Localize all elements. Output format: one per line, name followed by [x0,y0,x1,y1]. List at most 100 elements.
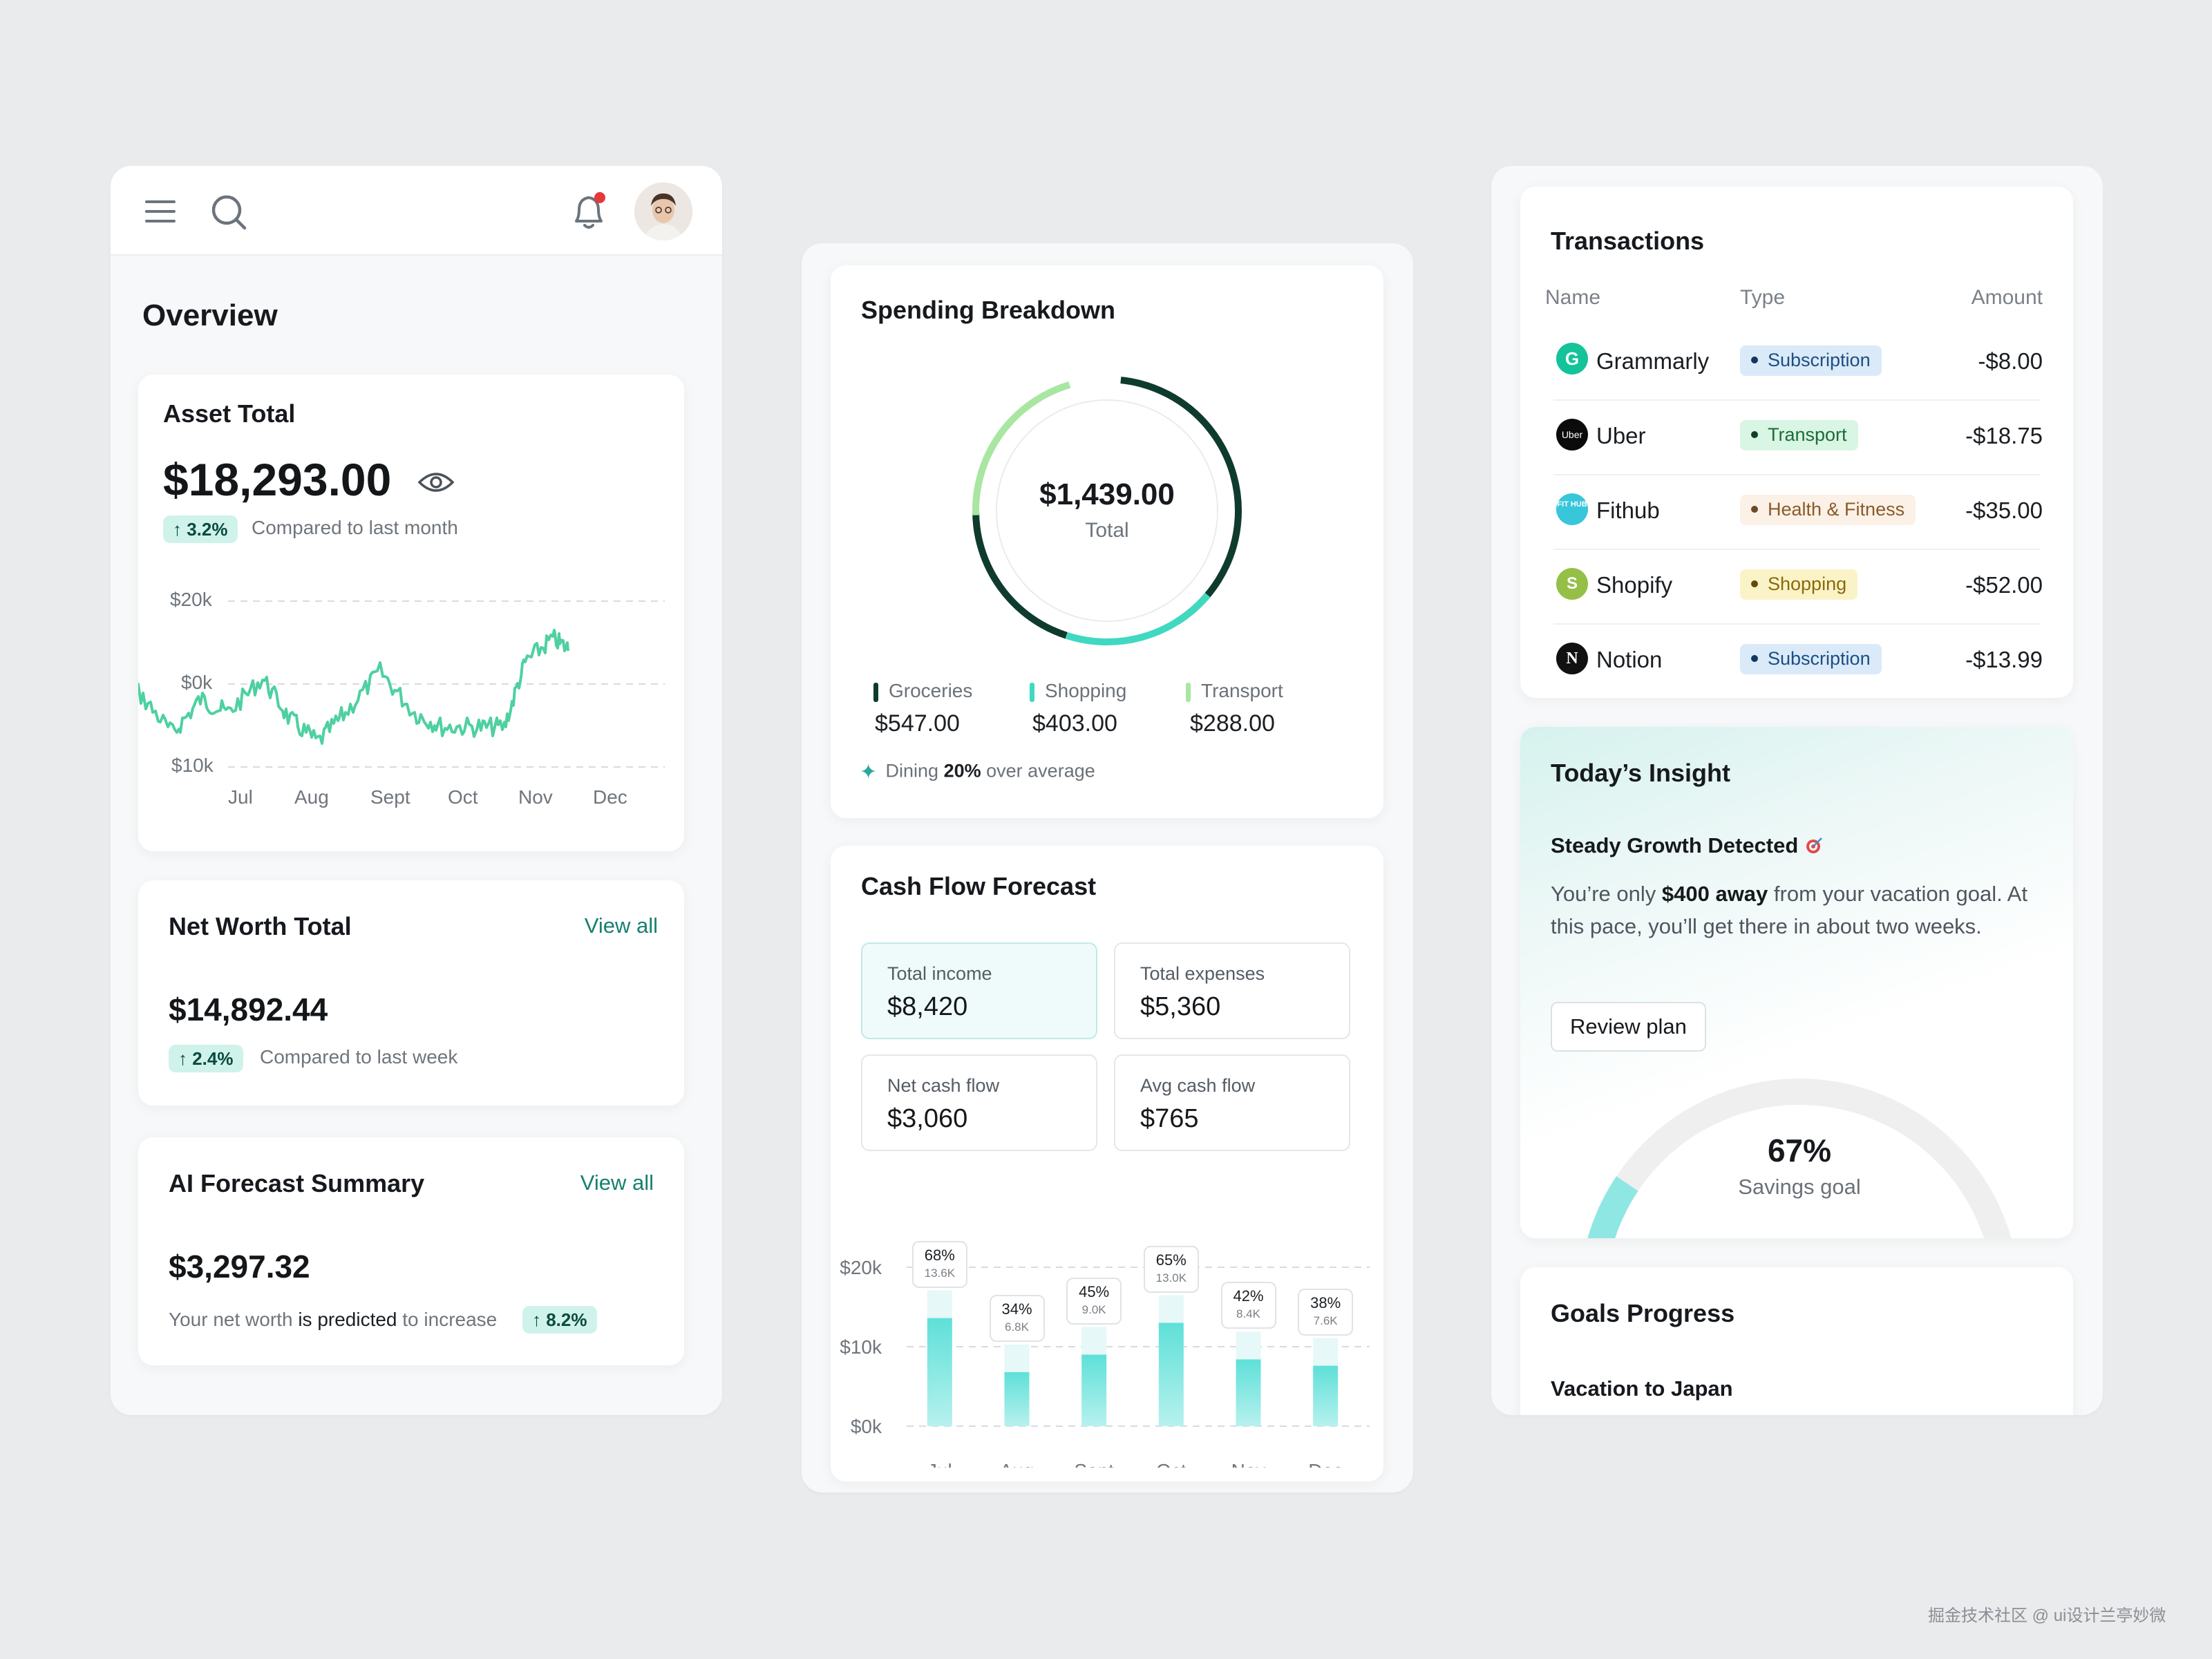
type-label: Transport [1768,424,1847,445]
y-tick-label: $10k [840,1336,882,1358]
x-tick-label: Jul [927,1460,952,1468]
stat-net-cash-flow[interactable]: Net cash flow $3,060 [861,1054,1097,1151]
table-row[interactable]: Uber Uber Transport -$18.75 [1520,401,2073,474]
net-worth-amount: $14,892.44 [169,992,328,1027]
transaction-name: Fithub [1596,497,1660,523]
headline-text: Steady Growth Detected [1551,833,1799,857]
x-tick-label: Oct [1156,1460,1187,1468]
x-tick-label: Dec [593,786,627,808]
bar-chart-svg: $20k $10k $0k Jul Aug Sept Oct Nov Dec [840,1257,1370,1468]
x-tick-label: Nov [1231,1460,1266,1468]
stat-label: Total income [887,963,992,984]
value-label: 13.0K [1155,1271,1187,1284]
sparkle-icon: ✦ [860,761,878,784]
percent-label: 65% [1155,1251,1187,1269]
spending-donut: $1,439.00 Total [962,366,1252,656]
uber-logo-icon: Uber [1556,419,1588,451]
goals-title: Goals Progress [1551,1299,1735,1327]
bar[interactable] [1004,1372,1030,1426]
stat-value: $3,060 [887,1104,968,1133]
legend-label: Groceries [889,680,973,701]
bar-value-callout: 45% 9.0K [1066,1277,1122,1325]
stat-total-expenses[interactable]: Total expenses $5,360 [1114,942,1350,1039]
asset-change-caption: Compared to last month [252,517,458,538]
type-badge: Subscription [1740,345,1882,376]
notion-logo-icon: N [1556,643,1588,674]
target-icon [1804,836,1824,855]
type-label: Health & Fitness [1768,499,1905,520]
stat-value: $765 [1140,1104,1199,1133]
gauge-fill [1587,1176,1638,1238]
type-badge: Subscription [1740,644,1882,674]
table-row[interactable]: FIT HUB Fithub Health & Fitness -$35.00 [1520,475,2073,549]
table-row[interactable]: G Grammarly Subscription -$8.00 [1520,325,2073,399]
overview-title: Overview [142,298,278,332]
bar[interactable] [1313,1365,1339,1426]
percent-label: 34% [1001,1300,1032,1318]
net-worth-view-all-link[interactable]: View all [584,913,658,938]
eye-icon[interactable] [417,468,455,496]
y-tick-label: $10k [171,755,214,776]
badge-dot [1751,654,1758,662]
right-panel: Transactions Name Type Amount G Grammarl… [1491,166,2103,1415]
transaction-amount: -$18.75 [1965,423,2043,448]
caption-prefix: Your net worth [169,1309,293,1330]
goals-progress-card: Goals Progress Vacation to Japan [1520,1267,2073,1415]
grammarly-logo-icon: G [1556,343,1588,375]
y-tick-label: $0k [851,1416,882,1437]
notification-bell-icon[interactable] [568,189,609,234]
table-row[interactable]: N Notion Subscription -$13.99 [1520,625,2073,698]
x-tick-label: Sept [1074,1460,1114,1468]
insight-body: You’re only $400 away from your vacation… [1551,878,2048,942]
value-label: 13.6K [924,1266,956,1280]
ai-forecast-change-badge: ↑ 8.2% [522,1306,597,1334]
x-tick-label: Aug [294,786,329,808]
type-label: Subscription [1768,648,1871,669]
row-divider [1553,623,2040,625]
donut-total-label: Total [1085,519,1129,542]
caption-suffix: to increase [402,1309,498,1330]
insight-prefix: Dining [885,760,939,781]
percent-label: 42% [1233,1287,1264,1305]
legend-amount: $403.00 [1032,710,1117,737]
body-suffix: from your vacation goal. At this pace, y… [1551,882,2027,938]
todays-insight-card: Today’s Insight Steady Growth Detected Y… [1520,727,2073,1238]
asset-line [138,629,569,745]
transaction-name: Shopify [1596,572,1673,598]
stat-label: Total expenses [1140,963,1265,984]
stat-total-income[interactable]: Total income $8,420 [861,942,1097,1039]
stat-value: $8,420 [887,992,968,1021]
badge-dot [1751,430,1758,438]
row-divider [1553,549,2040,550]
x-tick-label: Nov [518,786,553,808]
bar[interactable] [1236,1359,1261,1426]
percent-label: 38% [1310,1293,1341,1311]
spending-insight: ✦ Dining 20% over average [860,760,1095,784]
transaction-amount: -$52.00 [1965,572,2043,598]
bar[interactable] [1158,1323,1184,1427]
cash-flow-card: Cash Flow Forecast Total income $8,420 T… [831,846,1383,1481]
menu-icon[interactable] [144,198,177,225]
transaction-name: Grammarly [1596,348,1710,374]
ai-forecast-view-all-link[interactable]: View all [580,1170,654,1195]
x-tick-label: Jul [228,786,253,808]
review-plan-button[interactable]: Review plan [1551,1002,1706,1052]
top-bar [111,166,722,256]
search-icon[interactable] [210,193,249,232]
spending-legend: Groceries $547.00 Shopping $403.00 Trans… [873,680,1357,749]
stat-avg-cash-flow[interactable]: Avg cash flow $765 [1114,1054,1350,1151]
column-header-name: Name [1545,286,1601,309]
transaction-amount: -$13.99 [1965,647,2043,672]
stat-value: $5,360 [1140,992,1221,1021]
bar[interactable] [927,1318,952,1426]
bar-cap [1313,1338,1339,1366]
value-label: 6.8K [1005,1320,1029,1334]
caption-bold: is predicted [298,1309,397,1330]
spending-title: Spending Breakdown [861,296,1116,324]
insight-title: Today’s Insight [1551,759,1731,787]
table-row[interactable]: S Shopify Shopping -$52.00 [1520,550,2073,623]
legend-label: Shopping [1045,680,1127,701]
avatar[interactable] [634,182,692,240]
bar[interactable] [1081,1354,1107,1427]
bar-value-callout: 38% 7.6K [1298,1288,1354,1336]
